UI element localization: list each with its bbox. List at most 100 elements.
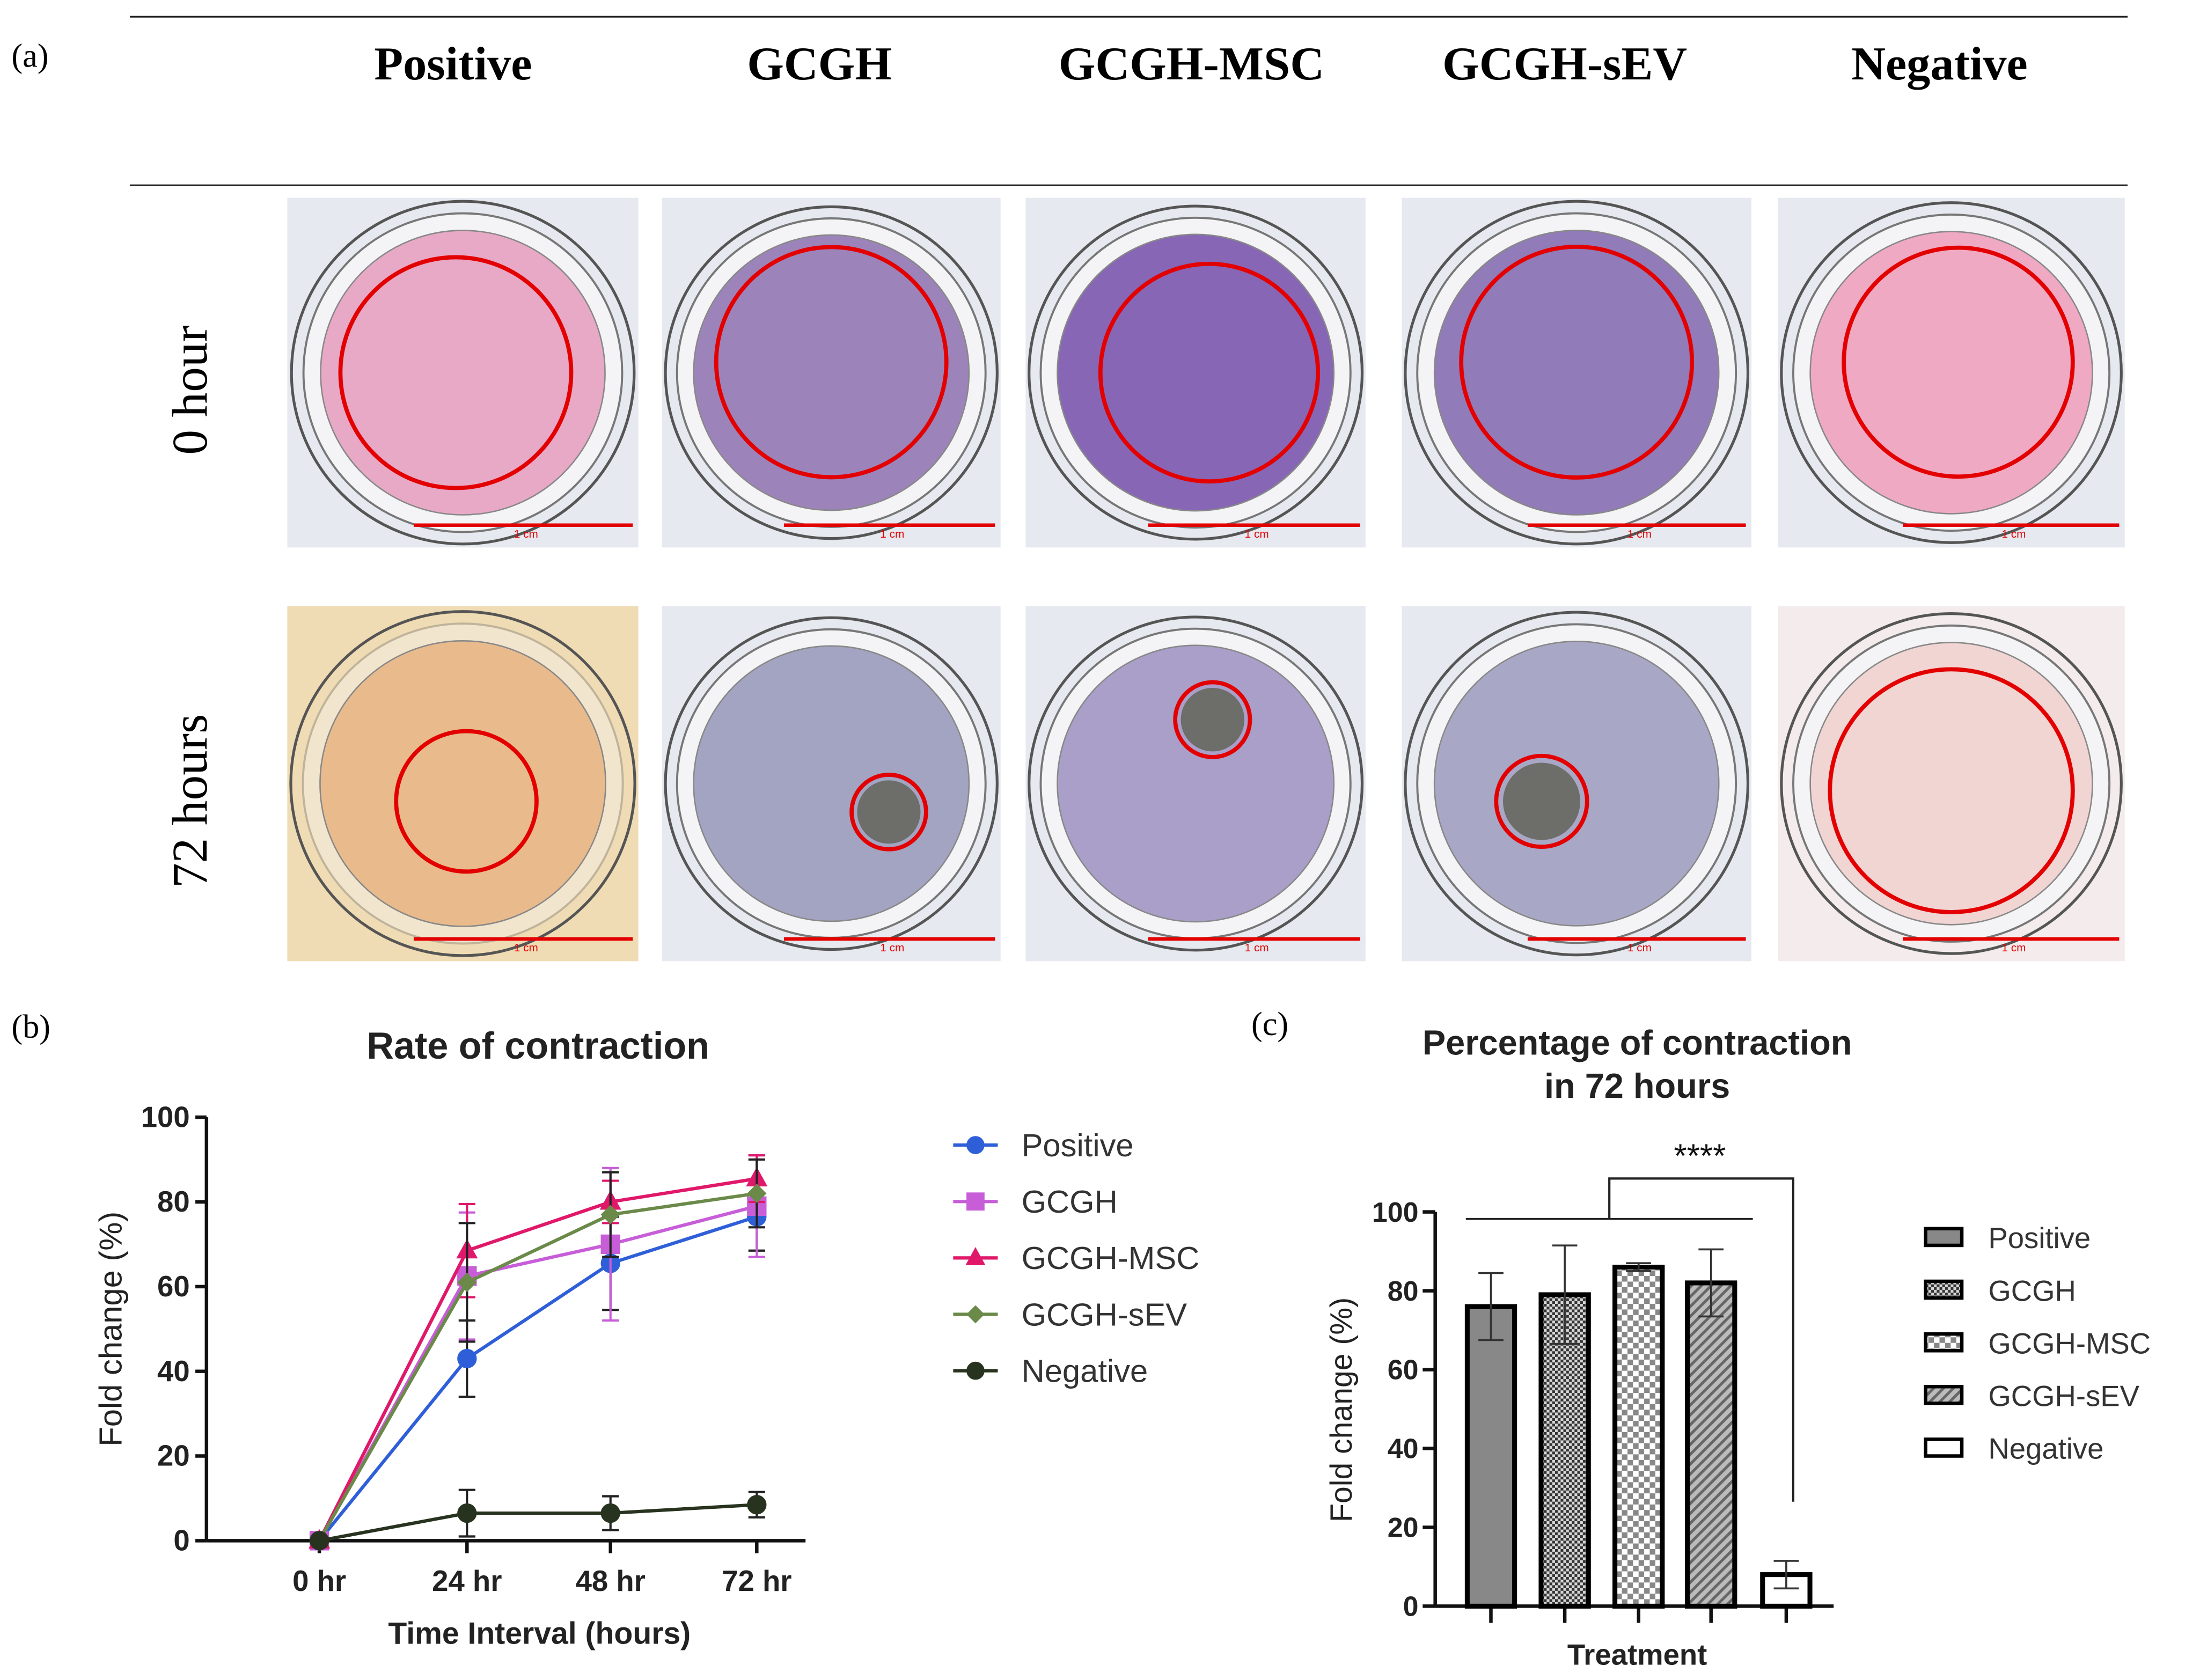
red-outline-circle (1842, 245, 2075, 479)
panel-label-b: (b) (11, 1008, 50, 1045)
legend-swatch (1924, 1279, 1964, 1300)
red-outline-circle (338, 255, 574, 490)
well-rim (1028, 615, 1364, 952)
scale-bar-label: 1 cm (1627, 528, 1652, 540)
x-axis-label: Treatment (1567, 1638, 1707, 1671)
x-tick-label: 72 hr (722, 1565, 791, 1597)
hydrogel (320, 230, 606, 516)
y-tick-label: 100 (1372, 1197, 1419, 1228)
well-photo: 1 cm (662, 606, 1001, 962)
scale-bar-label: 1 cm (2001, 528, 2026, 540)
well-photo: 1 cm (662, 197, 1001, 548)
column-header: Positive (374, 38, 532, 90)
legend-label: Positive (1022, 1127, 1134, 1163)
y-tick-label: 0 (1403, 1591, 1419, 1623)
legend-label: GCGH-MSC (1988, 1327, 2151, 1360)
y-axis-label: Fold change (%) (1324, 1297, 1359, 1522)
hydrogel (1433, 230, 1720, 516)
well-rim (1404, 611, 1750, 957)
chart-title-line1: Percentage of contraction (1423, 1023, 1852, 1062)
well-rim (664, 616, 999, 951)
legend-label: Negative (1022, 1353, 1148, 1389)
legend-swatch (1924, 1227, 1964, 1248)
data-point (966, 1136, 985, 1154)
contracted-gel (1181, 687, 1245, 752)
series-line (319, 1503, 757, 1543)
x-tick-label: 48 hr (576, 1565, 646, 1597)
hydrogel (1433, 641, 1720, 927)
data-point (600, 1205, 620, 1224)
y-tick-label: 80 (157, 1185, 190, 1218)
well-photo: 1 cm (287, 197, 639, 548)
y-tick-label: 80 (1388, 1276, 1419, 1307)
series-negative (309, 1488, 767, 1551)
data-point (966, 1361, 985, 1380)
data-point (747, 1184, 767, 1204)
red-outline-circle (1828, 667, 2075, 914)
well-rim (289, 610, 636, 957)
scale-bar-label: 1 cm (1627, 942, 1652, 954)
legend-label: GCGH-sEV (1022, 1296, 1187, 1332)
panel-label-a: (a) (11, 38, 48, 75)
red-outline-circle (1494, 753, 1589, 849)
y-axis-label: Fold change (%) (92, 1212, 128, 1447)
well-rim (1404, 200, 1750, 546)
contracted-gel (1503, 762, 1581, 840)
well-photo: 1 cm (1778, 197, 2125, 548)
y-tick-label: 20 (1388, 1513, 1419, 1544)
hydrogel (1057, 644, 1335, 923)
legend-swatch (1924, 1437, 1964, 1458)
red-outline-circle (714, 245, 949, 480)
legend-label: Positive (1988, 1222, 2091, 1255)
column-header: GCGH-sEV (1442, 38, 1687, 90)
contracted-gel (857, 780, 921, 844)
scale-bar-label: 1 cm (514, 528, 538, 540)
hydrogel (693, 645, 970, 922)
data-point (747, 1495, 767, 1515)
chart-title-line2: in 72 hours (1544, 1066, 1730, 1105)
well-rim (664, 205, 999, 540)
scale-bar-label: 1 cm (1245, 942, 1269, 954)
chart-title: Rate of contraction (366, 1025, 709, 1067)
data-point (457, 1348, 477, 1369)
y-tick-label: 20 (157, 1440, 190, 1472)
series-line (318, 1204, 758, 1542)
y-tick-label: 0 (173, 1524, 189, 1557)
panel-label-c: (c) (1251, 1006, 1288, 1043)
series-line (318, 1192, 757, 1542)
hydrogel (1809, 231, 2093, 515)
well-rim (1028, 204, 1364, 541)
red-outline-circle (394, 729, 539, 874)
y-tick-label: 60 (1388, 1355, 1419, 1386)
series-gcgh-msc (309, 1154, 768, 1549)
legend-swatch (1924, 1332, 1964, 1353)
series-line (318, 1215, 758, 1542)
well-photo: 1 cm (1402, 606, 1751, 962)
scale-bar-label: 1 cm (880, 528, 904, 540)
legend-label: GCGH (1988, 1274, 2076, 1307)
row-label: 0 hour (163, 325, 218, 454)
well-rim (1780, 201, 2123, 544)
bar (1685, 1280, 1737, 1609)
data-point (457, 1272, 477, 1293)
bar (1612, 1264, 1665, 1609)
series-gcgh (309, 1154, 767, 1551)
scale-bar-label: 1 cm (2001, 942, 2026, 954)
significance-bracket (1608, 1177, 1794, 1502)
column-header: Negative (1851, 38, 2027, 90)
red-outline-circle (849, 773, 928, 852)
data-point (457, 1503, 477, 1523)
data-point (600, 1503, 620, 1523)
well-photo: 1 cm (1778, 606, 2125, 962)
legend-label: Negative (1988, 1433, 2103, 1465)
series-line (318, 1177, 757, 1542)
well-rim (1780, 612, 2123, 955)
x-axis-label: Time Interval (hours) (388, 1616, 691, 1650)
data-point (309, 1531, 329, 1551)
hydrogel (1809, 642, 2093, 926)
red-outline-circle (1173, 680, 1252, 759)
legend-label: GCGH-sEV (1988, 1380, 2139, 1413)
data-point (966, 1305, 985, 1324)
legend-label: GCGH-MSC (1022, 1240, 1200, 1276)
